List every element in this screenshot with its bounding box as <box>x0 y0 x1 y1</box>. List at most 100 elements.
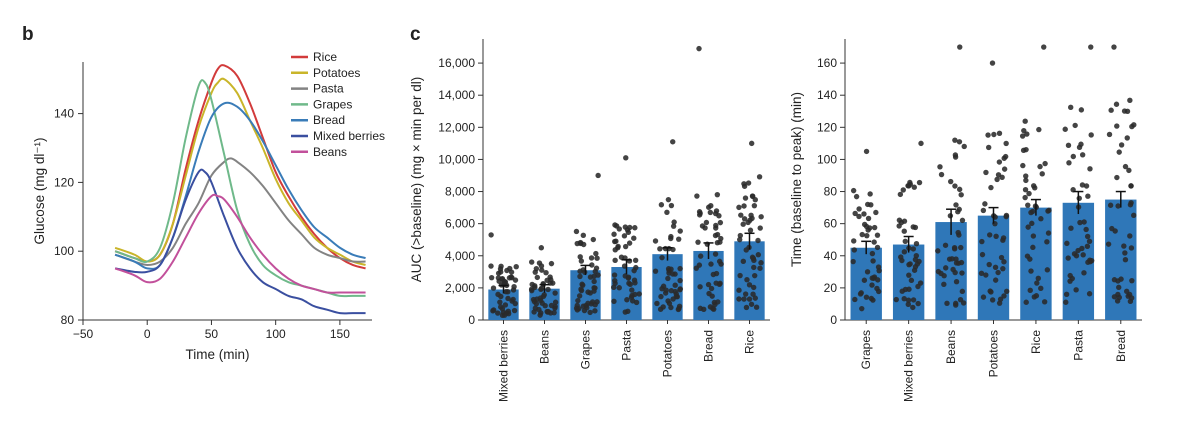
data-point <box>545 286 551 293</box>
data-point <box>745 219 751 226</box>
y-tick-label: 0 <box>468 313 475 327</box>
data-point <box>664 209 670 216</box>
bar-chart-time-to-peak: 0 20 40 60 80 100 120 140 160 Time (baseline to p… <box>789 39 1142 402</box>
x-tick-label-pasta: Pasta <box>1071 330 1085 361</box>
x-tick-label-potatoes: Potatoes <box>661 330 675 377</box>
data-point <box>581 307 588 314</box>
data-point <box>511 307 518 314</box>
y-tick-label: 100 <box>54 244 74 258</box>
data-point <box>869 282 875 288</box>
y-axis-label: AUC (>baseline) (mg × min per dl) <box>409 77 424 283</box>
x-tick-label-pasta: Pasta <box>620 330 634 361</box>
data-point <box>911 184 917 190</box>
data-point <box>746 282 753 288</box>
data-point <box>627 224 633 231</box>
x-tick-label-grapes: Grapes <box>579 330 593 369</box>
data-point <box>752 197 758 203</box>
data-point <box>915 300 921 307</box>
data-point <box>509 298 515 304</box>
legend-label-beans: Beans <box>313 145 347 159</box>
data-point <box>1003 140 1009 147</box>
data-point <box>1105 241 1112 247</box>
data-point <box>710 271 717 278</box>
data-point <box>668 235 674 242</box>
data-point <box>1029 208 1036 215</box>
data-point <box>992 277 999 283</box>
data-point <box>983 272 989 278</box>
data-point <box>741 216 748 222</box>
data-point <box>677 228 683 234</box>
data-point <box>1083 226 1089 233</box>
data-point <box>1079 182 1086 188</box>
data-point <box>1045 230 1052 236</box>
data-point <box>1001 259 1007 265</box>
data-point <box>952 137 958 143</box>
data-point <box>538 285 545 292</box>
data-point <box>503 310 510 316</box>
data-point <box>659 285 665 292</box>
data-point <box>707 304 714 310</box>
data-point <box>551 309 557 316</box>
data-point <box>991 131 997 138</box>
data-point <box>1023 299 1029 305</box>
data-point <box>1000 235 1007 241</box>
data-point <box>699 223 706 229</box>
data-point <box>755 252 761 258</box>
data-point <box>1064 240 1070 247</box>
data-point <box>753 304 760 310</box>
data-point <box>1118 276 1124 282</box>
data-point <box>1046 207 1052 214</box>
data-point <box>865 215 872 222</box>
data-point <box>951 246 958 252</box>
data-point <box>695 239 701 245</box>
data-point <box>532 269 538 275</box>
data-point <box>654 300 660 307</box>
data-point <box>953 302 959 308</box>
data-point <box>708 203 714 209</box>
data-point <box>1127 233 1133 239</box>
data-point <box>942 242 949 248</box>
data-point <box>576 293 583 299</box>
data-point <box>1077 219 1083 226</box>
data-point <box>850 258 856 265</box>
data-point <box>552 290 558 296</box>
data-point <box>1124 135 1130 141</box>
data-point <box>752 295 758 301</box>
data-point <box>585 289 591 295</box>
data-point <box>1023 173 1029 179</box>
data-point <box>738 212 744 218</box>
data-point <box>627 281 633 288</box>
data-point <box>659 254 665 261</box>
data-point <box>1038 216 1044 222</box>
data-point <box>548 260 555 267</box>
data-point <box>898 219 905 226</box>
data-point <box>901 295 907 302</box>
data-point <box>1127 202 1134 208</box>
data-point <box>612 238 618 245</box>
data-point <box>1126 167 1132 174</box>
data-point <box>741 183 748 189</box>
data-point <box>751 284 757 291</box>
data-point <box>1036 126 1042 133</box>
data-point <box>955 209 961 215</box>
data-point <box>875 264 882 270</box>
data-point <box>673 291 679 297</box>
data-point <box>631 235 637 241</box>
data-point <box>742 195 749 201</box>
data-point <box>863 294 870 300</box>
data-point <box>1081 219 1087 225</box>
y-tick-label: 60 <box>824 217 838 231</box>
data-point <box>989 297 996 303</box>
data-point <box>1109 225 1115 232</box>
data-point <box>1044 239 1050 245</box>
data-point <box>490 307 497 313</box>
data-point <box>874 232 881 238</box>
data-point <box>1068 104 1074 111</box>
data-point <box>714 231 721 238</box>
data-point <box>915 283 921 290</box>
y-tick-label: 140 <box>817 88 837 102</box>
data-point <box>901 249 908 255</box>
series-line-beans <box>114 193 366 294</box>
data-point <box>1065 142 1072 149</box>
data-point <box>953 260 960 266</box>
